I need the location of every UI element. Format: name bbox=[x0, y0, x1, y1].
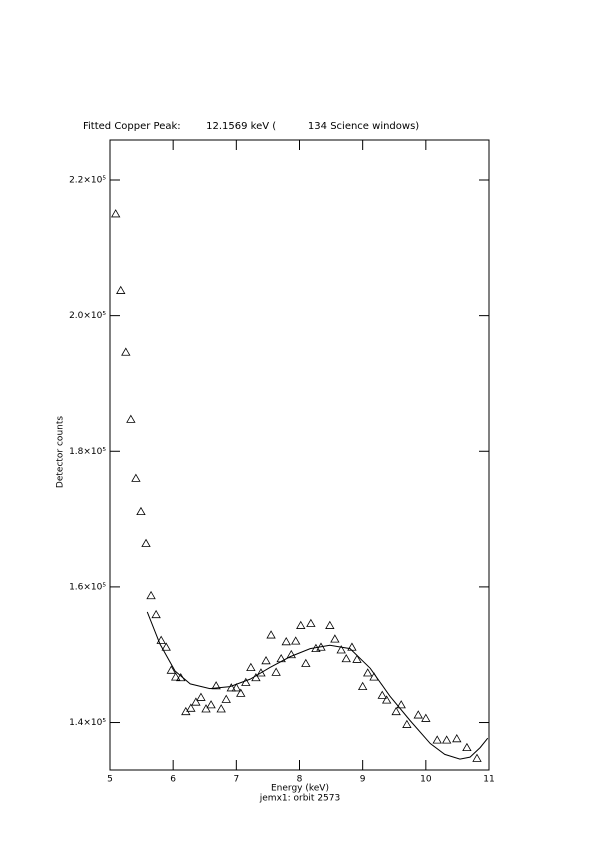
data-point bbox=[151, 609, 161, 619]
data-point bbox=[441, 735, 452, 744]
data-point bbox=[341, 653, 351, 663]
data-point bbox=[266, 630, 276, 639]
chart-title: Fitted Copper Peak: 12.1569 keV ( 134 Sc… bbox=[83, 121, 419, 132]
x-tick-label: 5 bbox=[107, 775, 113, 785]
x-tick-label: 11 bbox=[483, 775, 494, 785]
data-point bbox=[413, 710, 423, 719]
y-axis-label: Detector counts bbox=[56, 416, 66, 488]
data-point bbox=[161, 642, 171, 651]
data-point bbox=[402, 719, 412, 728]
data-point bbox=[206, 700, 216, 709]
data-point bbox=[291, 636, 301, 645]
data-point bbox=[141, 538, 151, 547]
data-point bbox=[231, 683, 242, 692]
x-tick-label: 7 bbox=[233, 775, 239, 785]
data-point bbox=[363, 668, 373, 677]
data-point bbox=[121, 347, 131, 356]
data-point bbox=[156, 635, 166, 644]
data-point bbox=[377, 690, 387, 699]
data-point bbox=[211, 681, 221, 690]
data-point bbox=[336, 645, 346, 654]
data-point bbox=[421, 713, 431, 722]
data-point bbox=[221, 694, 231, 703]
x-tick-label: 8 bbox=[297, 775, 303, 785]
data-point bbox=[146, 590, 156, 600]
data-point bbox=[462, 742, 472, 752]
data-point bbox=[191, 697, 201, 706]
data-point bbox=[131, 473, 141, 482]
fit-line bbox=[146, 611, 489, 760]
data-point bbox=[472, 753, 482, 762]
data-point bbox=[136, 506, 146, 516]
y-tick-label: 1.8×10⁵ bbox=[69, 447, 106, 457]
y-tick-label: 1.4×10⁵ bbox=[69, 718, 106, 728]
data-point bbox=[281, 637, 291, 646]
data-point bbox=[271, 667, 281, 676]
data-point bbox=[236, 688, 246, 697]
y-tick-label: 2.0×10⁵ bbox=[69, 311, 106, 321]
data-point bbox=[357, 681, 368, 690]
data-point bbox=[276, 653, 286, 663]
data-point bbox=[381, 695, 392, 704]
data-point bbox=[296, 620, 306, 629]
plot-frame bbox=[109, 139, 490, 771]
data-point bbox=[352, 654, 362, 663]
subtitle: jemx1: orbit 2573 bbox=[259, 794, 340, 804]
data-point bbox=[301, 658, 311, 667]
data-point bbox=[246, 662, 256, 671]
x-tick-label: 9 bbox=[360, 775, 366, 785]
data-point bbox=[201, 704, 211, 713]
data-point bbox=[330, 634, 340, 643]
data-point bbox=[306, 618, 316, 627]
data-point bbox=[347, 642, 357, 651]
data-point bbox=[256, 668, 266, 677]
data-point bbox=[325, 620, 335, 629]
y-tick-label: 2.2×10⁵ bbox=[69, 176, 106, 186]
data-point bbox=[226, 683, 236, 692]
data-point bbox=[196, 692, 206, 701]
data-point bbox=[391, 706, 401, 716]
y-tick-label: 1.6×10⁵ bbox=[69, 582, 106, 592]
data-point bbox=[126, 414, 136, 423]
x-tick-label: 6 bbox=[170, 775, 176, 785]
data-point bbox=[432, 735, 442, 744]
data-point bbox=[396, 700, 406, 709]
data-point bbox=[116, 285, 126, 294]
x-axis-label: Energy (keV) bbox=[271, 784, 329, 794]
data-point bbox=[286, 649, 296, 659]
data-point bbox=[452, 733, 462, 743]
data-point bbox=[171, 672, 181, 681]
data-point bbox=[110, 209, 121, 218]
data-point bbox=[186, 703, 196, 712]
data-point bbox=[261, 656, 271, 665]
data-point bbox=[216, 704, 226, 713]
x-tick-label: 10 bbox=[420, 775, 432, 785]
data-point bbox=[166, 665, 176, 674]
